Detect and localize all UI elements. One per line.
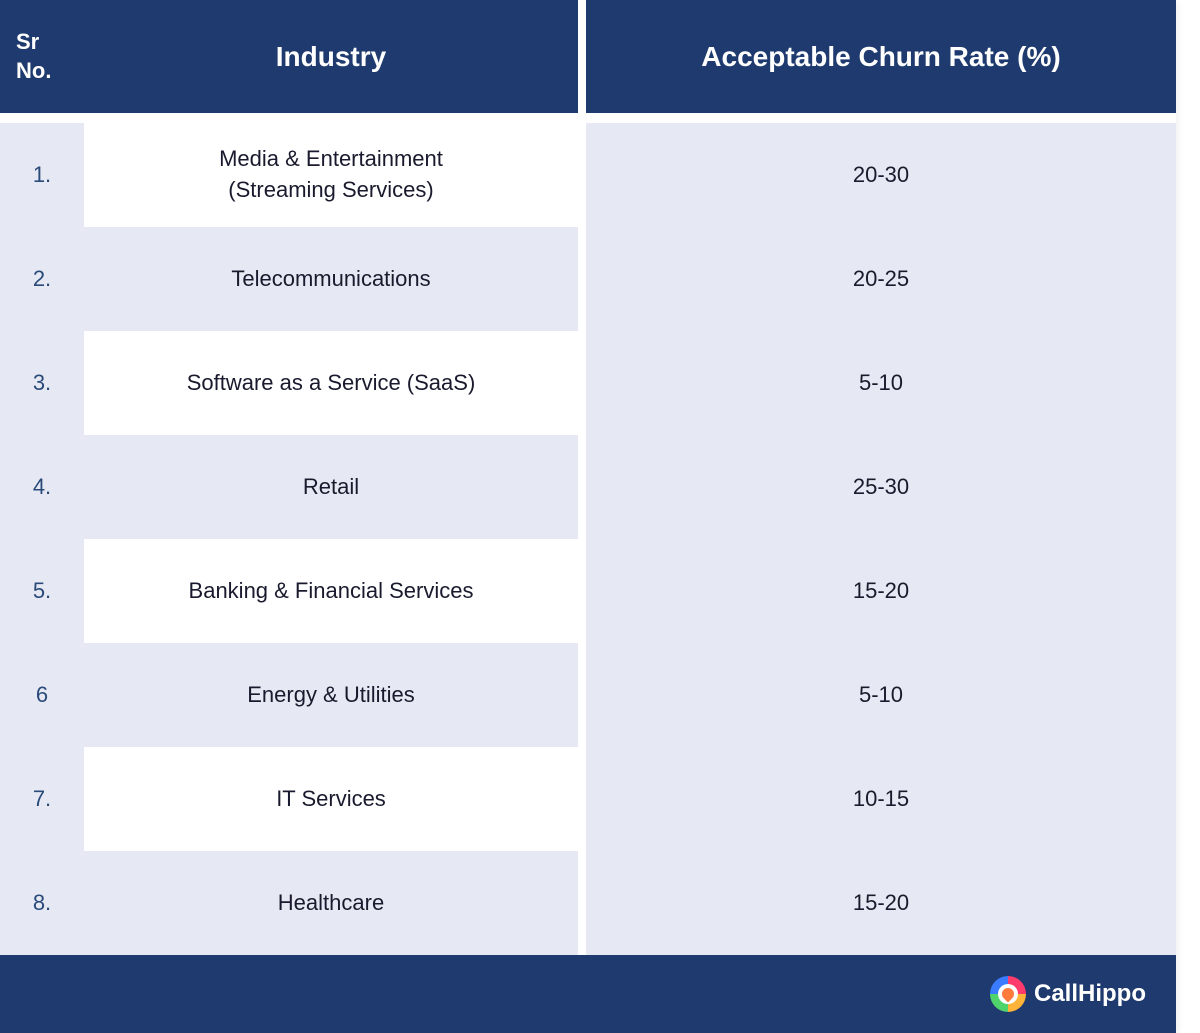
- cell-industry: Banking & Financial Services: [84, 539, 582, 643]
- table-row: 4. Retail 25-30: [0, 435, 1176, 539]
- churn-rate-table: Sr No. Industry Acceptable Churn Rate (%…: [0, 0, 1176, 1033]
- col-header-churn: Acceptable Churn Rate (%): [582, 0, 1176, 113]
- cell-srno: 5.: [0, 539, 84, 643]
- cell-srno: 7.: [0, 747, 84, 851]
- cell-industry: Software as a Service (SaaS): [84, 331, 582, 435]
- table-header-row: Sr No. Industry Acceptable Churn Rate (%…: [0, 0, 1176, 113]
- cell-industry: Media & Entertainment(Streaming Services…: [84, 123, 582, 227]
- col-header-industry: Industry: [84, 0, 582, 113]
- cell-srno: 1.: [0, 123, 84, 227]
- cell-srno: 4.: [0, 435, 84, 539]
- table-row: 8. Healthcare 15-20: [0, 851, 1176, 955]
- cell-srno: 6: [0, 643, 84, 747]
- table-row: 7. IT Services 10-15: [0, 747, 1176, 851]
- table-row: 2. Telecommunications 20-25: [0, 227, 1176, 331]
- cell-churn: 20-30: [582, 123, 1176, 227]
- table-body: 1. Media & Entertainment(Streaming Servi…: [0, 113, 1176, 955]
- cell-srno: 3.: [0, 331, 84, 435]
- cell-churn: 20-25: [582, 227, 1176, 331]
- cell-srno: 2.: [0, 227, 84, 331]
- cell-churn: 15-20: [582, 539, 1176, 643]
- table-footer: CallHippo: [0, 955, 1176, 1033]
- cell-srno: 8.: [0, 851, 84, 955]
- cell-churn: 5-10: [582, 643, 1176, 747]
- col-header-srno: Sr No.: [0, 0, 84, 113]
- table-row: 3. Software as a Service (SaaS) 5-10: [0, 331, 1176, 435]
- cell-industry: Energy & Utilities: [84, 643, 582, 747]
- data-table: Sr No. Industry Acceptable Churn Rate (%…: [0, 0, 1176, 955]
- table-row: 5. Banking & Financial Services 15-20: [0, 539, 1176, 643]
- cell-industry: Telecommunications: [84, 227, 582, 331]
- cell-industry: Healthcare: [84, 851, 582, 955]
- cell-industry: Retail: [84, 435, 582, 539]
- table-row: 1. Media & Entertainment(Streaming Servi…: [0, 123, 1176, 227]
- cell-churn: 15-20: [582, 851, 1176, 955]
- cell-churn: 10-15: [582, 747, 1176, 851]
- cell-churn: 5-10: [582, 331, 1176, 435]
- brand-logo: CallHippo: [990, 976, 1146, 1012]
- brand-name: CallHippo: [1034, 980, 1146, 1008]
- callhippo-logo-icon: [990, 976, 1026, 1012]
- cell-industry: IT Services: [84, 747, 582, 851]
- cell-churn: 25-30: [582, 435, 1176, 539]
- table-row: 6 Energy & Utilities 5-10: [0, 643, 1176, 747]
